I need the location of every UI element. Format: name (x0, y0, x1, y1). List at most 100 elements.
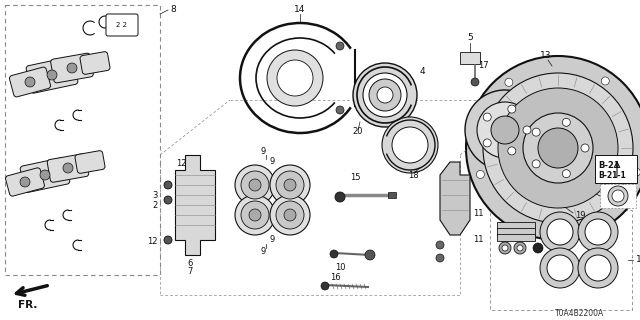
Circle shape (363, 73, 407, 117)
Text: 2: 2 (153, 201, 158, 210)
Text: FR.: FR. (19, 300, 38, 310)
Text: 9: 9 (269, 236, 275, 244)
Circle shape (284, 209, 296, 221)
Circle shape (532, 128, 540, 136)
Circle shape (330, 250, 338, 258)
Text: T0A4B2200A: T0A4B2200A (555, 309, 604, 318)
Text: 18: 18 (408, 171, 419, 180)
Text: 16: 16 (330, 274, 340, 283)
Text: 11: 11 (473, 236, 483, 244)
Bar (497, 222, 535, 229)
Circle shape (270, 165, 310, 205)
Circle shape (67, 63, 77, 73)
Circle shape (25, 77, 35, 87)
Circle shape (336, 42, 344, 50)
Text: 1: 1 (636, 255, 640, 265)
Text: 9: 9 (260, 148, 266, 156)
Circle shape (608, 186, 628, 206)
Circle shape (335, 192, 345, 202)
Text: 6: 6 (187, 259, 193, 268)
FancyBboxPatch shape (6, 168, 45, 196)
Text: 17: 17 (478, 60, 488, 69)
Circle shape (523, 113, 593, 183)
Circle shape (436, 254, 444, 262)
Circle shape (235, 165, 275, 205)
Bar (490, 210, 632, 310)
Text: 15: 15 (349, 173, 360, 182)
Circle shape (505, 78, 513, 86)
Circle shape (241, 171, 269, 199)
Circle shape (377, 87, 393, 103)
Circle shape (164, 236, 172, 244)
Circle shape (499, 242, 511, 254)
Circle shape (540, 212, 580, 252)
Circle shape (540, 248, 580, 288)
Circle shape (276, 201, 304, 229)
Circle shape (284, 179, 296, 191)
Circle shape (321, 282, 329, 290)
Circle shape (276, 171, 304, 199)
Circle shape (392, 127, 428, 163)
Circle shape (533, 243, 543, 253)
Circle shape (365, 250, 375, 260)
Bar (5, 5, 160, 275)
Circle shape (336, 106, 344, 114)
Circle shape (523, 126, 531, 134)
Text: 11: 11 (473, 209, 483, 218)
Circle shape (578, 212, 618, 252)
Text: 9: 9 (269, 157, 275, 166)
Circle shape (632, 168, 640, 176)
Circle shape (502, 245, 508, 251)
Circle shape (483, 113, 492, 121)
Circle shape (235, 195, 275, 235)
FancyBboxPatch shape (26, 57, 78, 93)
Text: 19: 19 (575, 211, 586, 220)
Circle shape (547, 219, 573, 245)
Circle shape (585, 255, 611, 281)
Text: 10: 10 (335, 263, 345, 273)
Bar (497, 228, 535, 235)
Circle shape (47, 70, 57, 80)
Circle shape (498, 88, 618, 208)
Circle shape (563, 170, 570, 178)
Circle shape (491, 116, 519, 144)
Polygon shape (175, 155, 215, 255)
Circle shape (514, 242, 526, 254)
Circle shape (164, 196, 172, 204)
Text: 3: 3 (152, 191, 158, 201)
FancyBboxPatch shape (80, 52, 110, 74)
Circle shape (581, 144, 589, 152)
Circle shape (601, 77, 609, 85)
Circle shape (517, 245, 523, 251)
Circle shape (353, 63, 417, 127)
FancyBboxPatch shape (20, 157, 70, 192)
Polygon shape (440, 162, 470, 235)
Circle shape (563, 118, 570, 126)
FancyBboxPatch shape (106, 14, 138, 36)
Text: 20: 20 (352, 127, 362, 137)
Circle shape (241, 201, 269, 229)
Bar (460, 52, 480, 64)
Text: 7: 7 (187, 267, 193, 276)
Bar (160, 155, 460, 295)
Text: 13: 13 (540, 52, 552, 60)
Circle shape (164, 181, 172, 189)
Circle shape (20, 177, 30, 187)
Circle shape (477, 102, 533, 158)
Circle shape (465, 90, 545, 170)
Circle shape (612, 190, 624, 202)
Bar (388, 192, 396, 198)
Text: 8: 8 (170, 4, 176, 13)
Circle shape (249, 209, 261, 221)
Bar (497, 234, 535, 241)
Text: 5: 5 (467, 34, 473, 43)
Circle shape (382, 117, 438, 173)
Circle shape (547, 255, 573, 281)
Text: 2 2: 2 2 (116, 22, 127, 28)
Circle shape (436, 241, 444, 249)
Circle shape (483, 73, 633, 223)
FancyBboxPatch shape (10, 67, 51, 97)
Circle shape (483, 139, 492, 147)
Circle shape (555, 226, 563, 234)
Circle shape (466, 56, 640, 240)
